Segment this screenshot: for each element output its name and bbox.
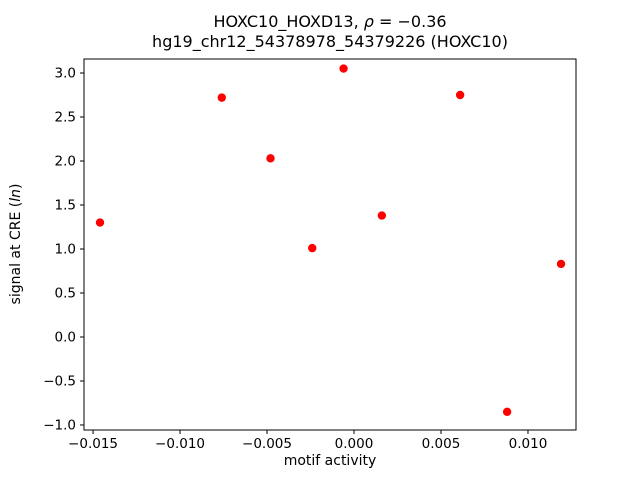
x-tick-label: −0.010: [155, 436, 205, 452]
axis-ticks: −0.015 −0.010 −0.005 0.000 0.005 0.010 3.0 2.5 2…: [43, 65, 547, 452]
data-point: [455, 90, 465, 100]
data-points: [95, 64, 566, 416]
chart-title-rho-symbol: ρ: [364, 12, 374, 31]
y-tick-label: 2.0: [55, 153, 76, 169]
y-axis-label-prefix: signal at CRE (: [8, 202, 24, 305]
plot-area: [83, 58, 577, 431]
y-tick-label: 2.5: [55, 109, 76, 125]
chart-title-line1: HOXC10_HOXD13, ρ = −0.36: [213, 12, 446, 32]
data-point: [217, 93, 226, 102]
data-point: [502, 407, 512, 416]
y-tick-label: 3.0: [55, 65, 76, 81]
y-tick-label: 1.5: [55, 197, 76, 213]
data-point: [556, 259, 566, 269]
chart-title-line2: hg19_chr12_54378978_54379226 (HOXC10): [152, 32, 508, 52]
y-tick-label: 0.0: [55, 329, 76, 345]
data-point: [339, 64, 348, 73]
y-tick-label: −0.5: [43, 373, 76, 389]
data-point: [95, 218, 105, 227]
x-tick-label: −0.015: [68, 436, 118, 452]
y-tick-label: −1.0: [43, 417, 76, 433]
chart-title-prefix: HOXC10_HOXD13,: [213, 12, 363, 32]
x-tick-label: 0.010: [509, 436, 548, 452]
data-point: [308, 243, 317, 253]
x-tick-label: −0.005: [242, 436, 292, 452]
data-point: [377, 211, 387, 220]
y-axis-label-suffix: ): [8, 184, 24, 189]
y-tick-label: 1.0: [55, 241, 76, 257]
x-axis-label: motif activity: [284, 453, 377, 469]
chart-title-rho-value: = −0.36: [374, 12, 447, 31]
x-tick-label: 0.000: [335, 436, 374, 452]
y-tick-label: 0.5: [55, 285, 76, 301]
data-point: [266, 154, 275, 163]
x-tick-label: 0.005: [422, 436, 461, 452]
y-axis-label-italic: ln: [8, 189, 24, 202]
y-axis-label: signal at CRE (ln): [8, 184, 24, 305]
